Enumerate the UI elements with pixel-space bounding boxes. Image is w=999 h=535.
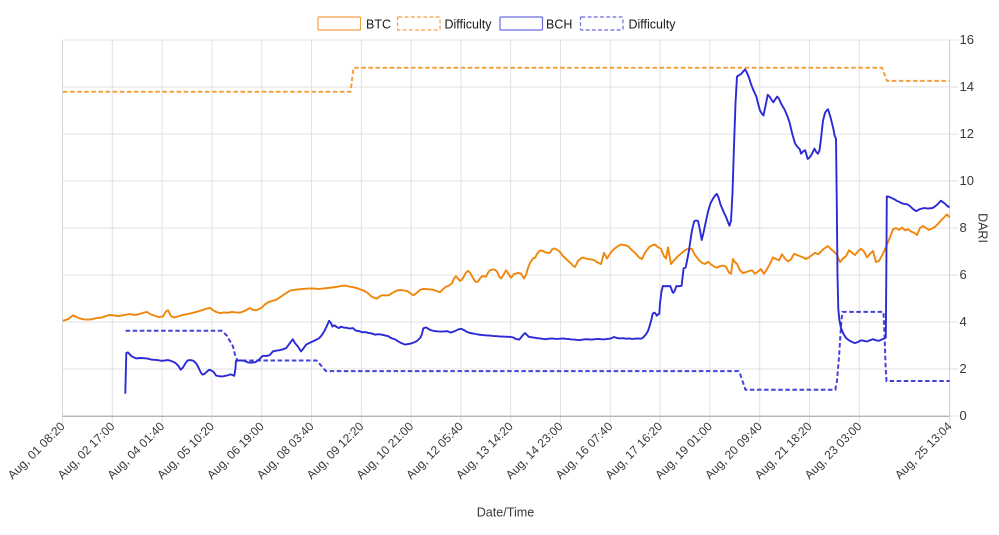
svg-text:10: 10: [960, 173, 974, 188]
svg-text:14: 14: [960, 79, 974, 94]
svg-text:BTC: BTC: [366, 18, 391, 32]
svg-text:DARI: DARI: [976, 213, 990, 243]
svg-text:Date/Time: Date/Time: [477, 506, 535, 520]
svg-text:2: 2: [960, 361, 967, 376]
svg-text:4: 4: [960, 314, 967, 329]
svg-text:8: 8: [960, 220, 967, 235]
svg-text:16: 16: [960, 32, 974, 47]
svg-text:0: 0: [960, 408, 967, 423]
svg-text:12: 12: [960, 126, 974, 141]
svg-text:BCH: BCH: [546, 18, 572, 32]
svg-text:Difficulty: Difficulty: [629, 18, 677, 32]
svg-text:Difficulty: Difficulty: [445, 18, 493, 32]
svg-text:6: 6: [960, 267, 967, 282]
